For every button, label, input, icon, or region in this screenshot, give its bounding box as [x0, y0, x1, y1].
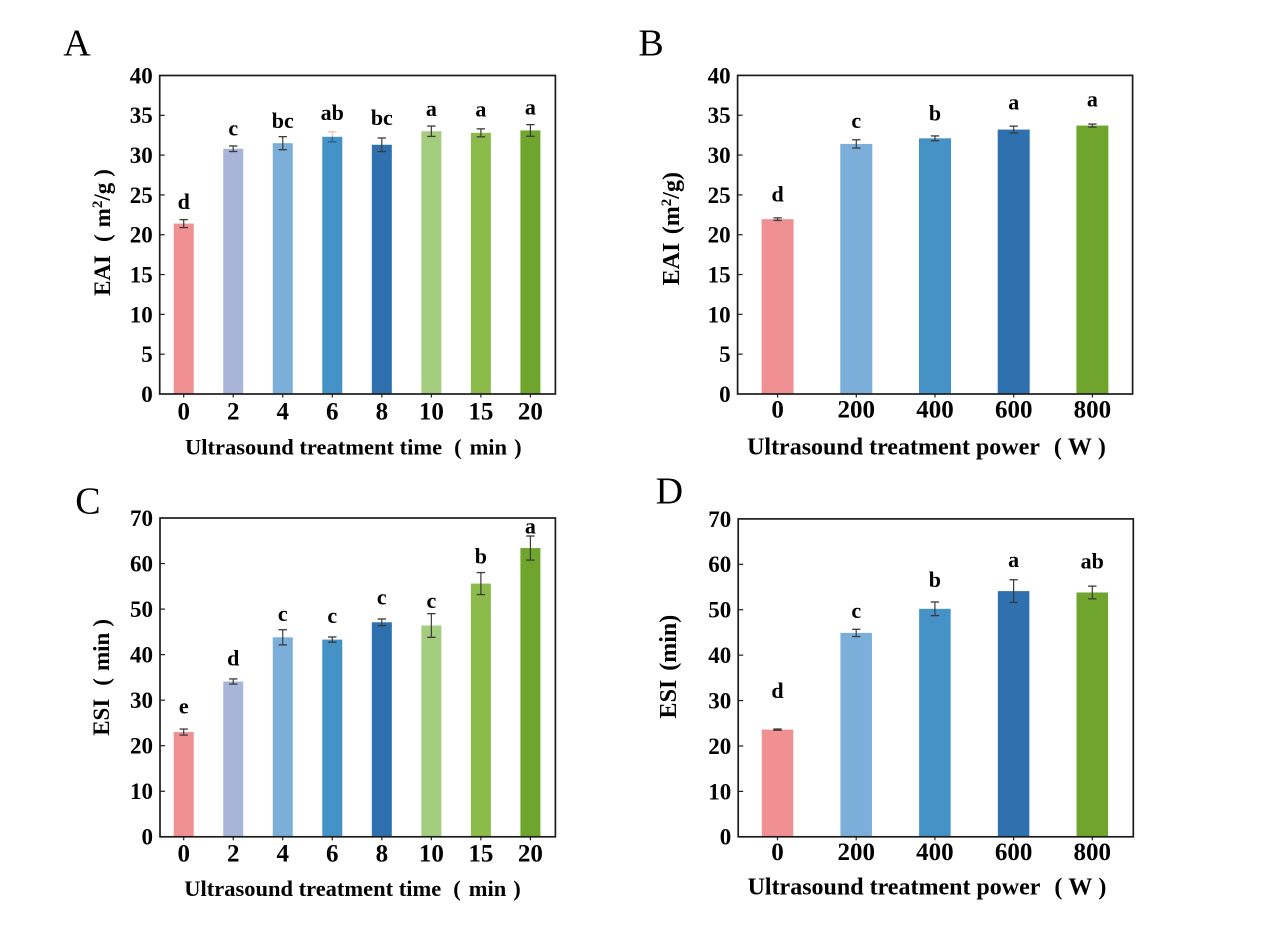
- svg-text:50: 50: [130, 597, 153, 622]
- svg-text:0: 0: [771, 397, 784, 424]
- svg-text:C: C: [75, 480, 100, 522]
- svg-text:600: 600: [995, 397, 1033, 424]
- svg-text:b: b: [929, 567, 941, 592]
- svg-text:B: B: [638, 22, 663, 64]
- svg-text:Ultrasound treatment power(W): Ultrasound treatment power(W): [747, 434, 1106, 460]
- svg-text:4: 4: [277, 399, 290, 426]
- svg-text:EAI(m2/g): EAI(m2/g): [659, 172, 685, 285]
- svg-text:c: c: [851, 108, 861, 133]
- svg-text:30: 30: [708, 143, 731, 168]
- svg-text:c: c: [228, 115, 238, 140]
- svg-text:b: b: [929, 101, 941, 126]
- svg-text:50: 50: [708, 598, 731, 623]
- svg-text:0: 0: [771, 839, 784, 866]
- svg-text:15: 15: [468, 841, 493, 868]
- svg-text:2: 2: [227, 841, 240, 868]
- svg-text:200: 200: [838, 397, 876, 424]
- svg-text:25: 25: [130, 183, 153, 208]
- svg-text:20: 20: [130, 734, 153, 759]
- svg-text:6: 6: [326, 399, 339, 426]
- svg-text:10: 10: [708, 302, 731, 327]
- svg-text:0: 0: [141, 382, 153, 407]
- svg-text:e: e: [179, 694, 189, 719]
- svg-text:20: 20: [518, 399, 543, 426]
- svg-text:20: 20: [708, 734, 731, 759]
- svg-text:15: 15: [468, 399, 493, 426]
- svg-text:800: 800: [1074, 839, 1112, 866]
- svg-text:c: c: [851, 598, 861, 623]
- svg-text:a: a: [426, 96, 437, 121]
- svg-text:4: 4: [277, 841, 290, 868]
- svg-text:0: 0: [719, 382, 731, 407]
- svg-text:6: 6: [326, 841, 339, 868]
- svg-text:0: 0: [177, 841, 190, 868]
- svg-text:20: 20: [130, 223, 153, 248]
- svg-text:ab: ab: [321, 100, 344, 125]
- svg-text:8: 8: [376, 399, 389, 426]
- svg-text:a: a: [1008, 547, 1019, 572]
- svg-text:Ultrasound treatment time(min): Ultrasound treatment time(min): [184, 876, 521, 901]
- svg-text:40: 40: [708, 643, 731, 668]
- svg-text:800: 800: [1074, 397, 1112, 424]
- svg-text:200: 200: [837, 839, 875, 866]
- svg-text:0: 0: [177, 399, 190, 426]
- svg-text:35: 35: [130, 103, 153, 128]
- svg-text:2: 2: [227, 399, 240, 426]
- svg-text:a: a: [1087, 87, 1098, 112]
- svg-text:c: c: [327, 603, 337, 628]
- svg-text:a: a: [525, 513, 536, 538]
- svg-text:8: 8: [376, 841, 389, 868]
- svg-text:40: 40: [130, 63, 153, 88]
- svg-text:5: 5: [141, 342, 153, 367]
- svg-text:40: 40: [130, 643, 153, 668]
- svg-text:c: c: [426, 588, 436, 613]
- svg-text:bc: bc: [272, 108, 294, 133]
- svg-text:60: 60: [708, 552, 731, 577]
- svg-text:60: 60: [130, 551, 153, 576]
- svg-text:20: 20: [518, 841, 543, 868]
- svg-text:10: 10: [130, 779, 153, 804]
- svg-text:10: 10: [708, 779, 731, 804]
- svg-text:10: 10: [419, 399, 444, 426]
- svg-text:10: 10: [419, 841, 444, 868]
- svg-text:Ultrasound treatment power(W): Ultrasound treatment power(W): [748, 875, 1107, 901]
- svg-text:0: 0: [720, 825, 732, 850]
- svg-text:ESI(min): ESI(min): [656, 615, 682, 719]
- svg-text:0: 0: [142, 825, 154, 850]
- svg-text:bc: bc: [371, 105, 393, 130]
- svg-text:400: 400: [916, 397, 954, 424]
- svg-text:d: d: [227, 646, 239, 671]
- svg-text:70: 70: [708, 507, 731, 532]
- svg-text:ESI(min): ESI(min): [89, 619, 114, 736]
- svg-text:b: b: [475, 544, 487, 569]
- svg-text:25: 25: [708, 183, 731, 208]
- svg-text:35: 35: [708, 103, 731, 128]
- svg-text:20: 20: [708, 223, 731, 248]
- svg-text:d: d: [178, 189, 190, 214]
- svg-text:5: 5: [719, 342, 731, 367]
- svg-text:d: d: [771, 182, 783, 207]
- svg-text:40: 40: [708, 63, 731, 88]
- svg-text:A: A: [63, 22, 91, 64]
- svg-text:ab: ab: [1081, 548, 1104, 573]
- svg-text:400: 400: [916, 839, 954, 866]
- svg-text:a: a: [525, 95, 536, 120]
- svg-text:c: c: [377, 585, 387, 610]
- svg-text:c: c: [278, 601, 288, 626]
- svg-text:10: 10: [130, 302, 153, 327]
- svg-text:a: a: [475, 97, 486, 122]
- svg-text:d: d: [771, 678, 783, 703]
- svg-text:600: 600: [995, 839, 1033, 866]
- svg-text:30: 30: [708, 688, 731, 713]
- svg-text:70: 70: [130, 506, 153, 531]
- svg-text:D: D: [656, 471, 683, 513]
- svg-text:Ultrasound treatment time(min): Ultrasound treatment time(min): [185, 434, 522, 459]
- svg-text:15: 15: [130, 262, 153, 287]
- svg-text:15: 15: [708, 262, 731, 287]
- svg-text:30: 30: [130, 688, 153, 713]
- svg-text:30: 30: [130, 143, 153, 168]
- svg-text:EAI(m2/g): EAI(m2/g): [90, 169, 115, 296]
- svg-text:a: a: [1008, 90, 1019, 115]
